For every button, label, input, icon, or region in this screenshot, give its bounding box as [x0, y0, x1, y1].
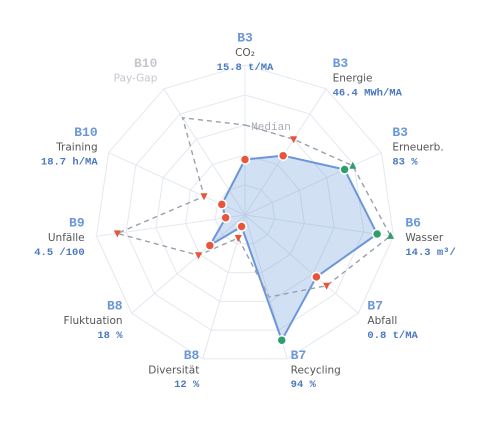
axis-name: Unfälle — [48, 232, 85, 244]
company-point — [204, 240, 216, 251]
axis-metric: 46.4 MWh/MA — [333, 87, 403, 99]
axis-name: Training — [55, 142, 97, 154]
spoke — [96, 214, 246, 237]
axis-name: Abfall — [367, 315, 397, 327]
median-label: Median — [251, 122, 291, 134]
grid-ring — [125, 94, 365, 331]
spoke — [131, 214, 246, 314]
median-marker — [234, 235, 242, 243]
median-marker — [113, 230, 121, 238]
company-point — [236, 221, 247, 232]
median-marker — [200, 193, 208, 201]
axis-code: B8 — [184, 348, 200, 363]
axis-code: B3 — [237, 30, 253, 45]
axis-metric: 18 % — [97, 330, 123, 342]
company-point — [311, 271, 322, 283]
axis-name: Diversität — [148, 364, 199, 376]
company-point — [239, 154, 251, 165]
company-point — [371, 228, 383, 240]
axis-code: B3 — [333, 56, 349, 71]
median-marker — [290, 136, 298, 144]
spoke — [244, 214, 394, 237]
axis-name: Fluktuation — [64, 315, 123, 327]
grid-ring — [155, 124, 335, 302]
axis-code: B10 — [74, 125, 98, 140]
axis-metric: 94 % — [291, 379, 317, 391]
axis-code: B10 — [134, 56, 158, 71]
axis-code: B7 — [291, 348, 307, 363]
median-marker — [195, 252, 203, 260]
company-point — [276, 334, 288, 346]
axis-code: B8 — [107, 299, 123, 314]
company-point — [277, 150, 289, 161]
spoke — [244, 214, 359, 314]
axis-metric: 0.8 t/MA — [367, 330, 418, 342]
median-marker — [349, 161, 357, 169]
axis-name: Erneuerb. — [392, 142, 443, 154]
axis-code: B6 — [405, 215, 421, 230]
axis-metric: 4.5 /100 — [34, 247, 84, 259]
axis-code: B9 — [69, 215, 85, 230]
axis-name: Pay-Gap — [114, 73, 158, 85]
median-marker — [387, 231, 395, 239]
company-point — [339, 164, 350, 175]
axis-name: Energie — [333, 73, 373, 85]
median-marker — [323, 282, 331, 290]
axis-code: B3 — [392, 125, 408, 140]
spoke — [163, 88, 246, 216]
axis-name: Recycling — [291, 364, 341, 376]
axis-metric: 83 % — [392, 156, 418, 168]
axis-name: Wasser — [405, 232, 444, 244]
axis-metric: 15.8 t/MA — [217, 62, 274, 74]
axis-name: CO₂ — [235, 47, 255, 59]
company-point — [220, 212, 231, 224]
grid-ring — [185, 154, 305, 274]
axis-metric: 14.3 m³/ — [405, 247, 455, 259]
axis-metric: 18.7 h/MA — [41, 156, 98, 168]
axis-code: B7 — [367, 299, 383, 314]
spoke — [244, 152, 382, 216]
grid-ring — [96, 64, 394, 360]
company-point — [216, 199, 228, 210]
axis-metric: 12 % — [174, 379, 200, 391]
